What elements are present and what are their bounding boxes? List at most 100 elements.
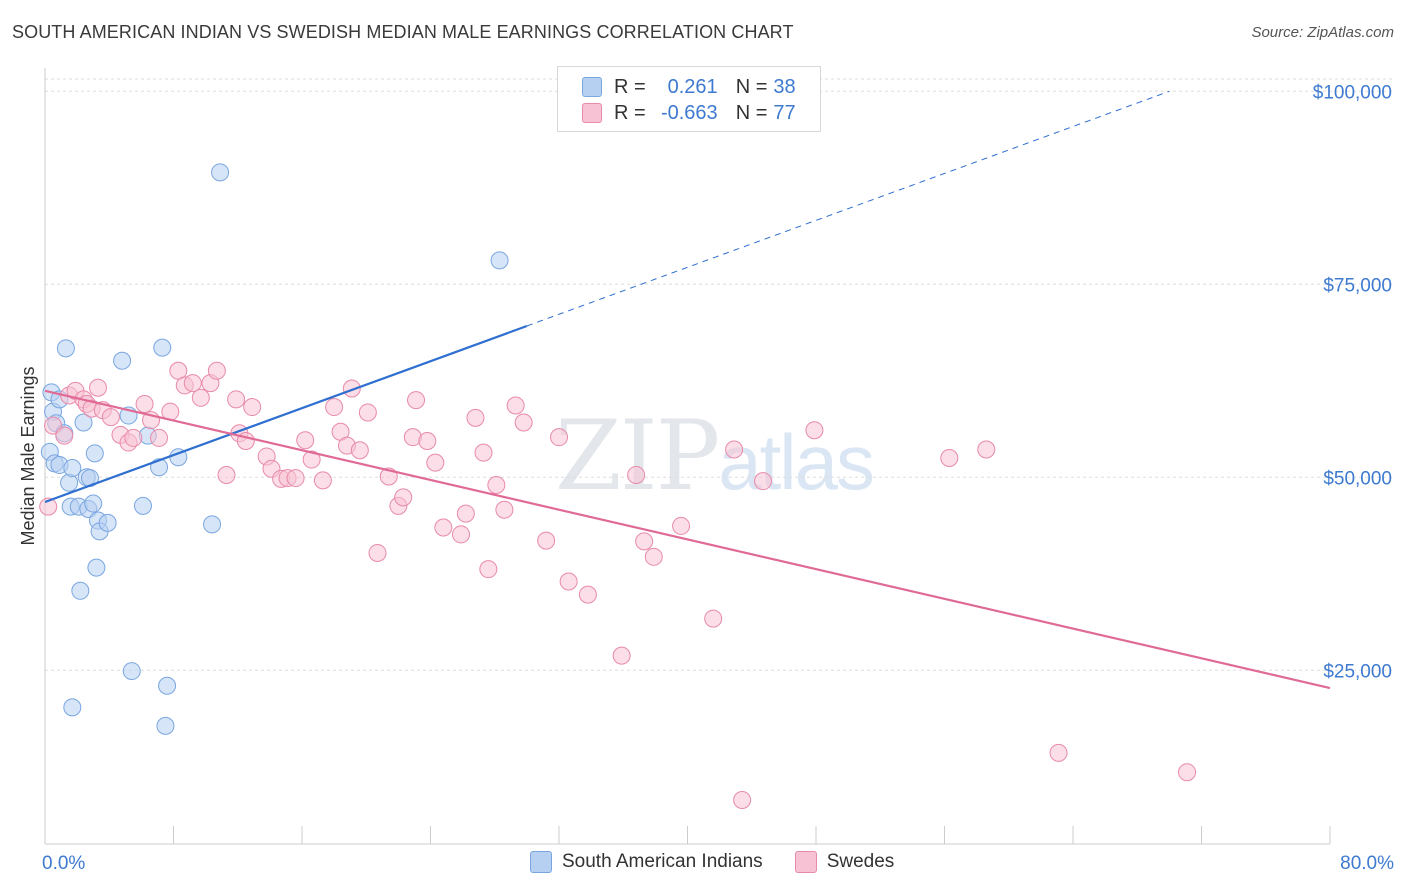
data-point-swedes (135, 394, 154, 413)
data-point-south-american-indians (153, 338, 172, 357)
data-point-swedes (635, 532, 654, 551)
data-point-swedes (101, 408, 120, 427)
legend-row-south-american-indians: R = 0.261 N = 38 (582, 75, 796, 99)
chart-title: SOUTH AMERICAN INDIAN VS SWEDISH MEDIAN … (12, 22, 794, 42)
data-point-swedes (474, 443, 493, 462)
data-point-south-american-indians (98, 513, 117, 532)
data-point-swedes (537, 531, 556, 550)
data-point-south-american-indians (85, 444, 104, 463)
data-point-swedes (350, 441, 369, 460)
data-point-swedes (243, 398, 262, 417)
data-point-swedes (1178, 763, 1197, 782)
data-point-south-american-indians (84, 494, 103, 513)
data-point-swedes (434, 518, 453, 537)
data-point-swedes (124, 428, 143, 447)
data-point-swedes (89, 378, 108, 397)
data-point-swedes (627, 465, 646, 484)
data-point-swedes (805, 421, 824, 440)
legend-swatch-blue (582, 77, 602, 97)
data-point-south-american-indians (63, 698, 82, 717)
data-point-swedes (394, 488, 413, 507)
n-label: N = (735, 101, 768, 124)
data-point-south-american-indians (211, 163, 230, 182)
data-point-swedes (358, 403, 377, 422)
data-point-swedes (704, 609, 723, 628)
n-value: 38 (773, 75, 796, 98)
data-point-swedes (342, 379, 361, 398)
correlation-legend: R = 0.261 N = 38 R = -0.663 N = 77 (557, 66, 821, 132)
data-point-south-american-indians (74, 413, 93, 432)
data-point-swedes (725, 440, 744, 459)
data-point-swedes (368, 543, 387, 562)
data-point-swedes (479, 560, 498, 579)
watermark-zip: ZIP (555, 400, 720, 512)
data-point-south-american-indians (71, 581, 90, 600)
data-point-south-american-indians (156, 716, 175, 735)
data-point-swedes (514, 413, 533, 432)
data-point-swedes (418, 432, 437, 451)
data-point-swedes (452, 525, 471, 544)
n-label: N = (735, 75, 768, 98)
data-point-swedes (495, 500, 514, 519)
data-point-swedes (644, 547, 663, 566)
r-label: R = (614, 75, 646, 98)
watermark-atlas: atlas (718, 418, 875, 506)
data-point-south-american-indians (113, 351, 132, 370)
data-point-swedes (977, 440, 996, 459)
data-point-swedes (407, 391, 426, 410)
data-point-swedes (426, 453, 445, 472)
legend-label: South American Indians (562, 851, 763, 872)
data-point-swedes (325, 398, 344, 417)
data-point-swedes (44, 416, 63, 435)
data-point-swedes (487, 476, 506, 495)
legend-item-south-american-indians[interactable]: South American Indians (530, 851, 763, 873)
legend-swatch-pink (582, 103, 602, 123)
legend-swatch-blue (530, 851, 552, 873)
data-point-south-american-indians (203, 515, 222, 534)
r-value: -0.663 (660, 101, 718, 124)
data-point-swedes (753, 472, 772, 491)
data-point-swedes (313, 471, 332, 490)
data-point-south-american-indians (56, 339, 75, 358)
legend-label: Swedes (826, 851, 895, 872)
legend-swatch-pink (794, 851, 817, 873)
data-point-swedes (456, 504, 475, 523)
y-tick-label: $25,000 (1323, 661, 1392, 682)
data-point-south-american-indians (490, 251, 509, 270)
legend-row-swedes: R = -0.663 N = 77 (582, 101, 796, 125)
data-point-swedes (506, 396, 525, 415)
source-label: Source: ZipAtlas.com (1251, 24, 1394, 41)
r-value: 0.261 (667, 75, 718, 98)
x-tick-label: 80.0% (1340, 853, 1394, 874)
data-point-swedes (1049, 743, 1068, 762)
r-label: R = (614, 101, 646, 124)
y-tick-label: $100,000 (1313, 82, 1392, 103)
data-point-swedes (672, 516, 691, 535)
data-point-swedes (612, 646, 631, 665)
trendline-extension (526, 90, 1170, 327)
data-point-swedes (559, 572, 578, 591)
trendline-swedes (44, 389, 1331, 690)
data-point-south-american-indians (122, 662, 141, 681)
data-point-swedes (940, 449, 959, 467)
data-point-south-american-indians (87, 558, 106, 577)
data-point-swedes (217, 465, 236, 484)
data-point-swedes (578, 585, 597, 604)
data-point-south-american-indians (60, 473, 79, 492)
y-tick-label: $75,000 (1323, 275, 1392, 296)
data-point-swedes (207, 361, 226, 380)
trendline-south-american-indians (44, 324, 528, 504)
y-tick-label: $50,000 (1323, 468, 1392, 489)
data-point-swedes (296, 431, 315, 450)
data-point-swedes (183, 374, 202, 393)
data-point-swedes (286, 469, 305, 488)
x-tick-label: 0.0% (42, 853, 85, 874)
data-point-south-american-indians (63, 459, 82, 478)
data-point-swedes (227, 390, 246, 409)
watermark: ZIPatlas (555, 400, 875, 512)
data-point-swedes (39, 497, 58, 516)
legend-item-swedes[interactable]: Swedes (794, 851, 895, 873)
data-point-swedes (466, 408, 485, 427)
data-point-south-american-indians (158, 676, 177, 695)
